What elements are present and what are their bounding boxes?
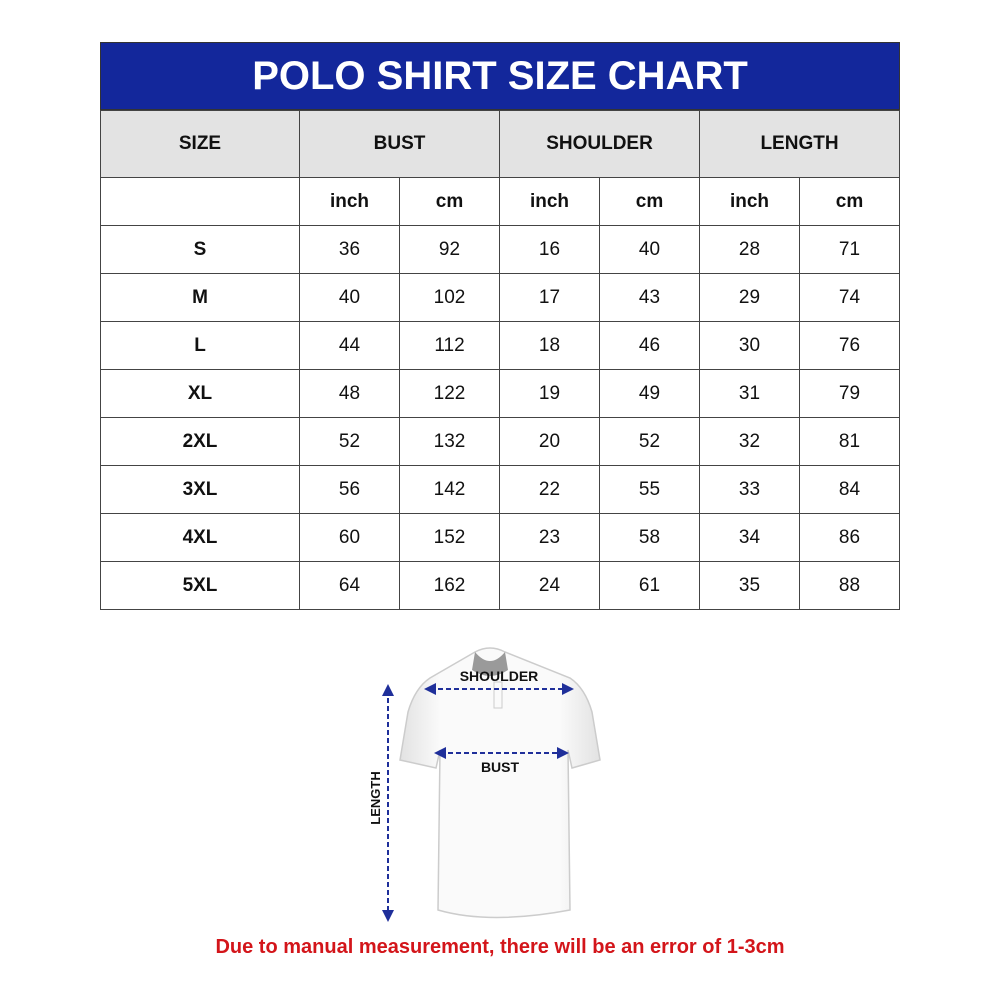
table-row: XL 48 122 19 49 31 79 [100,369,900,418]
value-cell: 152 [399,513,500,562]
value-cell: 162 [399,561,500,610]
value-cell: 58 [599,513,700,562]
value-cell: 92 [399,225,500,274]
shirt-icon [399,647,601,919]
value-cell: 30 [699,321,800,370]
value-cell: 52 [299,417,400,466]
shirt-diagram: SHOULDER BUST LENGTH [368,647,601,922]
value-cell: 33 [699,465,800,514]
value-cell: 76 [799,321,900,370]
value-cell: 22 [499,465,600,514]
table-row: 4XL 60 152 23 58 34 86 [100,513,900,562]
table-row: L 44 112 18 46 30 76 [100,321,900,370]
units-row: inch cm inch cm inch cm [100,177,900,226]
value-cell: 132 [399,417,500,466]
measurement-note: Due to manual measurement, there will be… [215,936,785,958]
unit: cm [599,177,700,226]
value-cell: 52 [599,417,700,466]
table-row: M 40 102 17 43 29 74 [100,273,900,322]
unit: inch [299,177,400,226]
size-cell: 5XL [100,561,300,610]
bust-label: BUST [481,759,520,775]
size-cell: 3XL [100,465,300,514]
size-cell: XL [100,369,300,418]
unit: cm [399,177,500,226]
value-cell: 61 [599,561,700,610]
value-cell: 36 [299,225,400,274]
value-cell: 84 [799,465,900,514]
unit: inch [499,177,600,226]
size-table: SIZE BUST SHOULDER LENGTH inch cm inch c… [100,110,900,610]
value-cell: 122 [399,369,500,418]
header-shoulder: SHOULDER [499,110,700,178]
chart-title: POLO SHIRT SIZE CHART [100,42,900,110]
value-cell: 20 [499,417,600,466]
value-cell: 18 [499,321,600,370]
value-cell: 74 [799,273,900,322]
header-row: SIZE BUST SHOULDER LENGTH [100,110,900,178]
size-cell: 4XL [100,513,300,562]
value-cell: 88 [799,561,900,610]
value-cell: 60 [299,513,400,562]
value-cell: 55 [599,465,700,514]
value-cell: 64 [299,561,400,610]
value-cell: 24 [499,561,600,610]
value-cell: 16 [499,225,600,274]
size-cell: L [100,321,300,370]
value-cell: 28 [699,225,800,274]
value-cell: 40 [599,225,700,274]
value-cell: 49 [599,369,700,418]
length-label: LENGTH [368,771,383,824]
value-cell: 23 [499,513,600,562]
value-cell: 40 [299,273,400,322]
units-empty [100,177,300,226]
unit: cm [799,177,900,226]
value-cell: 35 [699,561,800,610]
value-cell: 71 [799,225,900,274]
value-cell: 43 [599,273,700,322]
value-cell: 31 [699,369,800,418]
table-row: 3XL 56 142 22 55 33 84 [100,465,900,514]
shoulder-label: SHOULDER [460,668,539,684]
value-cell: 29 [699,273,800,322]
value-cell: 112 [399,321,500,370]
value-cell: 34 [699,513,800,562]
value-cell: 56 [299,465,400,514]
value-cell: 81 [799,417,900,466]
header-size: SIZE [100,110,300,178]
value-cell: 17 [499,273,600,322]
header-bust: BUST [299,110,500,178]
value-cell: 32 [699,417,800,466]
table-row: 2XL 52 132 20 52 32 81 [100,417,900,466]
value-cell: 48 [299,369,400,418]
size-cell: S [100,225,300,274]
value-cell: 46 [599,321,700,370]
header-length: LENGTH [699,110,900,178]
size-cell: M [100,273,300,322]
table-row: 5XL 64 162 24 61 35 88 [100,561,900,610]
value-cell: 79 [799,369,900,418]
size-cell: 2XL [100,417,300,466]
value-cell: 142 [399,465,500,514]
unit: inch [699,177,800,226]
value-cell: 86 [799,513,900,562]
value-cell: 44 [299,321,400,370]
value-cell: 102 [399,273,500,322]
table-row: S 36 92 16 40 28 71 [100,225,900,274]
value-cell: 19 [499,369,600,418]
